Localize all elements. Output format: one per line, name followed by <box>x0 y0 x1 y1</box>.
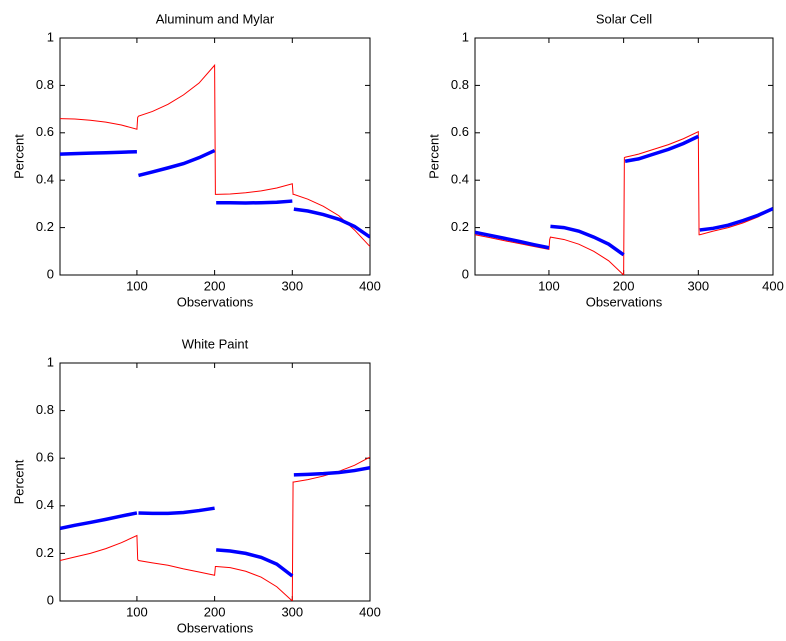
y-tick-label: 0.6 <box>451 124 469 139</box>
y-tick-label: 0.6 <box>36 450 54 465</box>
y-tick-label: 0.4 <box>451 172 469 187</box>
y-tick-label: 0 <box>47 592 54 607</box>
x-tick-label: 400 <box>359 604 381 619</box>
chart-title: Aluminum and Mylar <box>156 11 275 26</box>
y-tick-label: 1 <box>47 354 54 369</box>
data-line <box>60 456 370 601</box>
axes-frame <box>59 362 371 602</box>
x-tick-label: 400 <box>359 278 381 293</box>
x-tick-label: 300 <box>687 278 709 293</box>
x-tick-label: 200 <box>613 278 635 293</box>
x-axis-label: Observations <box>586 294 663 309</box>
y-tick-label: 0.2 <box>36 545 54 560</box>
data-line <box>60 63 370 247</box>
y-tick-label: 1 <box>462 29 469 44</box>
y-axis-label: Percent <box>426 134 441 179</box>
y-tick-label: 0 <box>47 266 54 281</box>
data-line <box>60 465 370 578</box>
x-tick-label: 300 <box>281 604 303 619</box>
x-tick-label: 100 <box>538 278 560 293</box>
data-line <box>475 130 773 275</box>
x-tick-label: 200 <box>204 604 226 619</box>
chart-title: Solar Cell <box>596 11 652 26</box>
y-tick-label: 0.4 <box>36 172 54 187</box>
x-axis-label: Observations <box>177 294 254 309</box>
x-tick-label: 100 <box>126 278 148 293</box>
y-tick-label: 0.8 <box>36 77 54 92</box>
x-tick-label: 100 <box>126 604 148 619</box>
y-tick-label: 0.2 <box>36 219 54 234</box>
y-tick-label: 0.2 <box>451 219 469 234</box>
chart-title: White Paint <box>182 336 249 351</box>
data-line <box>60 148 370 239</box>
x-axis-label: Observations <box>177 620 254 635</box>
y-axis-label: Percent <box>11 134 26 179</box>
x-tick-label: 300 <box>281 278 303 293</box>
y-tick-label: 1 <box>47 29 54 44</box>
y-tick-label: 0.6 <box>36 124 54 139</box>
y-tick-label: 0.8 <box>451 77 469 92</box>
x-tick-label: 200 <box>204 278 226 293</box>
y-axis-label: Percent <box>11 459 26 504</box>
subplot: 0 0.2 0.4 0.6 0.8 1 100 200 300 400 Solar Cell Obse… <box>426 11 783 309</box>
subplot: 0 0.2 0.4 0.6 0.8 1 100 200 300 400 Aluminum and M… <box>11 11 380 309</box>
y-tick-label: 0 <box>462 266 469 281</box>
y-tick-label: 0.8 <box>36 402 54 417</box>
subplot: 0 0.2 0.4 0.6 0.8 1 100 200 300 400 White Paint Obs… <box>11 336 380 635</box>
data-line <box>475 134 773 257</box>
x-tick-label: 400 <box>762 278 784 293</box>
y-tick-label: 0.4 <box>36 497 54 512</box>
